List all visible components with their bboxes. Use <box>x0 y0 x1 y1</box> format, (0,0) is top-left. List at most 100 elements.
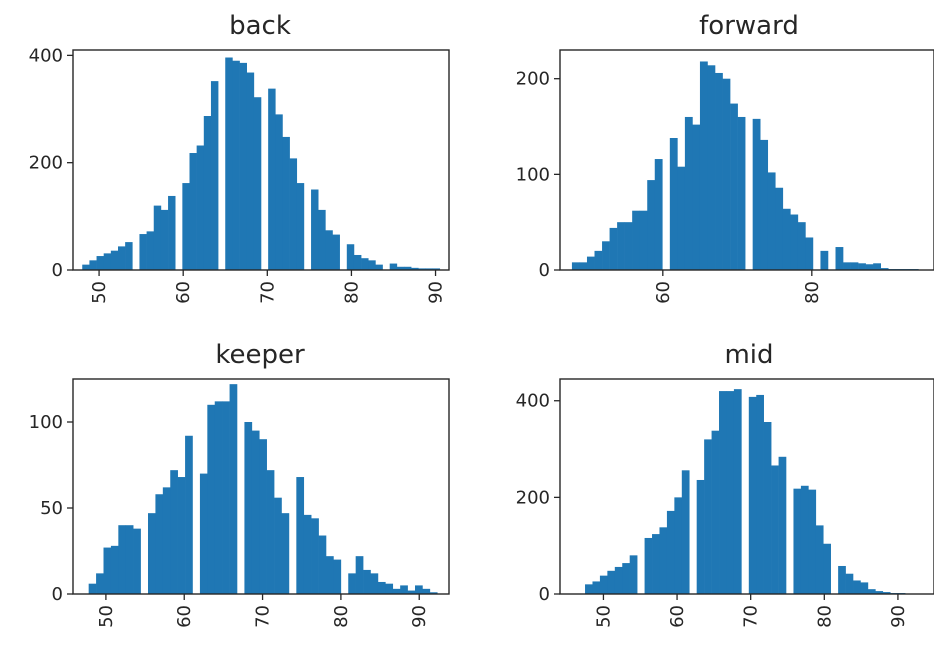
histogram-bar-forward <box>722 78 731 270</box>
histogram-bar-back <box>146 231 155 270</box>
histogram-bar-forward <box>579 262 588 270</box>
histogram-bar-keeper <box>229 384 238 594</box>
y-tick-label: 0 <box>52 584 63 605</box>
histogram-bar-keeper <box>377 581 386 594</box>
histogram-bar-mid <box>622 563 630 594</box>
panel-mid: mid 0 200 400 50 60 70 80 90 <box>516 340 934 628</box>
histogram-bar-forward <box>684 116 693 271</box>
panel-title-keeper: keeper <box>215 340 305 370</box>
histogram-bar-forward <box>805 237 814 270</box>
histogram-bar-back <box>346 244 355 270</box>
x-tick-label: 80 <box>802 281 823 304</box>
histogram-bar-keeper <box>88 583 97 594</box>
histogram-bar-keeper <box>177 477 186 594</box>
y-tick-label: 200 <box>29 153 63 174</box>
histogram-bar-forward <box>586 256 595 270</box>
histogram-bar-mid <box>838 565 846 594</box>
histogram-bar-mid <box>882 592 891 594</box>
x-tick-label: 90 <box>409 605 430 628</box>
histogram-bar-back <box>318 209 326 270</box>
histogram-bar-back <box>389 263 398 270</box>
x-tick-label: 50 <box>593 605 614 628</box>
x-tick-label: 90 <box>888 605 909 628</box>
histogram-bar-keeper <box>348 573 356 594</box>
histogram-bar-mid <box>808 489 817 594</box>
x-tick-label: 90 <box>426 281 447 304</box>
x-tick-label: 60 <box>653 281 674 304</box>
histogram-bar-back <box>296 183 305 270</box>
histogram-bar-keeper <box>125 525 134 594</box>
histogram-bar-mid <box>704 439 712 594</box>
histogram-bar-back <box>182 183 190 270</box>
histogram-bar-back <box>203 116 212 270</box>
y-tick-label: 100 <box>516 164 550 185</box>
histogram-bar-back <box>189 153 197 270</box>
histogram-bar-back <box>232 60 240 271</box>
histogram-bar-forward <box>571 262 580 270</box>
histogram-bar-mid <box>815 525 824 594</box>
histogram-bar-forward <box>858 263 866 270</box>
histogram-bar-forward <box>730 103 738 270</box>
histogram-bar-back <box>375 264 383 270</box>
histogram-bar-mid <box>763 422 772 594</box>
histogram-bar-keeper <box>392 588 401 594</box>
histogram-bar-mid <box>778 456 787 594</box>
x-tick-label: 60 <box>174 605 195 628</box>
histogram-bar-back <box>268 88 276 270</box>
histogram-bar-mid <box>845 573 854 594</box>
histogram-bar-back <box>210 81 219 271</box>
x-tick-label: 70 <box>741 605 762 628</box>
histogram-bar-back <box>239 62 247 270</box>
histogram-bar-keeper <box>407 590 416 594</box>
x-tick-label: 80 <box>331 605 352 628</box>
x-tick-label: 60 <box>173 281 194 304</box>
panel-title-mid: mid <box>724 340 773 370</box>
histogram-bar-keeper <box>385 583 394 594</box>
histogram-bar-back <box>253 97 262 270</box>
histogram-bar-back <box>361 258 369 270</box>
panel-forward: forward 0 100 200 60 80 <box>516 11 934 304</box>
y-tick-label: 200 <box>516 487 550 508</box>
histogram-bar-keeper <box>207 404 216 594</box>
histogram-bar-forward <box>880 268 889 270</box>
histogram-bar-forward <box>820 250 829 270</box>
histogram-bar-forward <box>767 172 776 270</box>
histogram-bar-keeper <box>355 556 364 594</box>
histogram-bar-back <box>325 230 333 270</box>
histogram-bar-keeper <box>311 518 319 594</box>
histogram-bar-keeper <box>162 487 171 594</box>
histogram-bar-back <box>160 209 169 270</box>
histogram-bar-back <box>225 57 233 271</box>
x-tick-label: 50 <box>89 281 110 304</box>
histogram-bar-forward <box>639 210 648 270</box>
histogram-bar-mid <box>599 575 608 594</box>
histogram-bar-back <box>404 266 412 270</box>
histogram-bar-forward <box>594 250 603 270</box>
histogram-bar-forward <box>850 262 859 270</box>
histogram-bar-keeper <box>199 473 208 594</box>
histogram-bar-back <box>353 254 362 270</box>
histogram-bar-keeper <box>170 470 178 594</box>
histogram-bar-mid <box>629 555 638 594</box>
y-tick-label: 0 <box>539 260 550 281</box>
histogram-bar-mid <box>800 485 809 594</box>
histogram-bar-forward <box>602 241 610 270</box>
histogram-bar-forward <box>647 180 656 270</box>
histogram-bar-keeper <box>303 514 312 594</box>
histogram-bar-forward <box>692 124 701 270</box>
histogram-bar-forward <box>782 208 791 270</box>
histogram-bar-mid <box>793 488 802 594</box>
histogram-bar-forward <box>609 227 618 270</box>
x-tick-label: 80 <box>341 281 362 304</box>
y-tick-label: 0 <box>52 260 63 281</box>
histogram-bar-keeper <box>415 585 423 594</box>
histogram-bar-mid <box>756 394 764 594</box>
histogram-bar-forward <box>865 264 874 270</box>
histogram-bar-forward <box>835 247 844 270</box>
histogram-bar-back <box>396 266 405 270</box>
histogram-bar-mid <box>592 581 601 594</box>
axes-frame-mid <box>559 378 934 595</box>
axes-frame-keeper <box>72 378 450 595</box>
histogram-bar-forward <box>654 159 663 270</box>
